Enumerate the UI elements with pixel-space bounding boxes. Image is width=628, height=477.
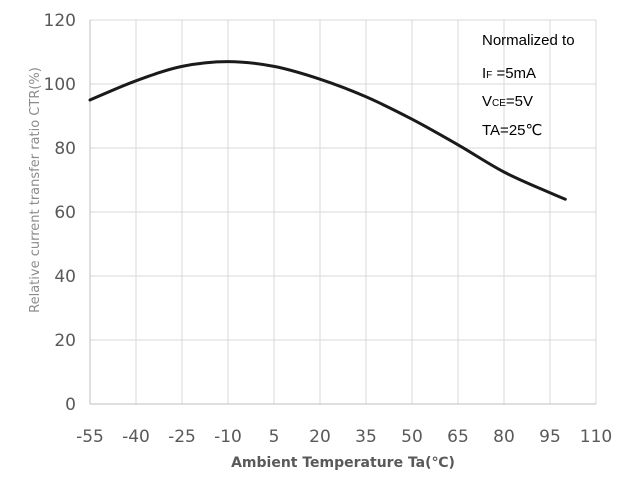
- series-layer: [88, 60, 567, 201]
- y-tick-label: 100: [44, 75, 76, 95]
- y-tick-label: 60: [54, 203, 76, 223]
- x-tick-label: -40: [122, 427, 150, 447]
- x-tick-label: -25: [168, 427, 196, 447]
- tick-labels: -55 -40 -25 -10 5 20 35 50 65 80 95 110 0 20 40 60 80 100…: [44, 11, 613, 447]
- x-tick-label: 5: [269, 427, 280, 447]
- x-tick-label: 110: [580, 427, 612, 447]
- normalization-annotation: Normalized to IF =5mA VCE=5V TA=25℃: [482, 32, 575, 139]
- y-tick-label: 0: [65, 395, 76, 415]
- x-tick-label: 80: [493, 427, 515, 447]
- y-tick-label: 80: [54, 139, 76, 159]
- x-tick-label: 50: [401, 427, 423, 447]
- y-axis-title: Relative current transfer ratio CTR(%): [28, 67, 43, 313]
- y-tick-label: 120: [44, 11, 76, 31]
- x-tick-label: 35: [355, 427, 377, 447]
- axis-lines: [89, 20, 596, 405]
- x-tick-label: 20: [309, 427, 331, 447]
- x-axis-title: Ambient Temperature Ta(℃): [231, 455, 455, 471]
- x-tick-label: 65: [447, 427, 469, 447]
- annotation-line-normalized: Normalized to: [482, 32, 575, 49]
- annotation-line-vce: VCE=5V: [482, 93, 533, 110]
- ctr-series-line: [88, 60, 567, 201]
- annotation-line-if: IF =5mA: [482, 65, 536, 82]
- x-tick-label: 95: [539, 427, 561, 447]
- x-tick-label: -55: [76, 427, 104, 447]
- y-tick-label: 40: [54, 267, 76, 287]
- x-tick-label: -10: [214, 427, 242, 447]
- grid-lines: [89, 19, 597, 405]
- y-tick-label: 20: [54, 331, 76, 351]
- annotation-line-ta: TA=25℃: [482, 122, 542, 139]
